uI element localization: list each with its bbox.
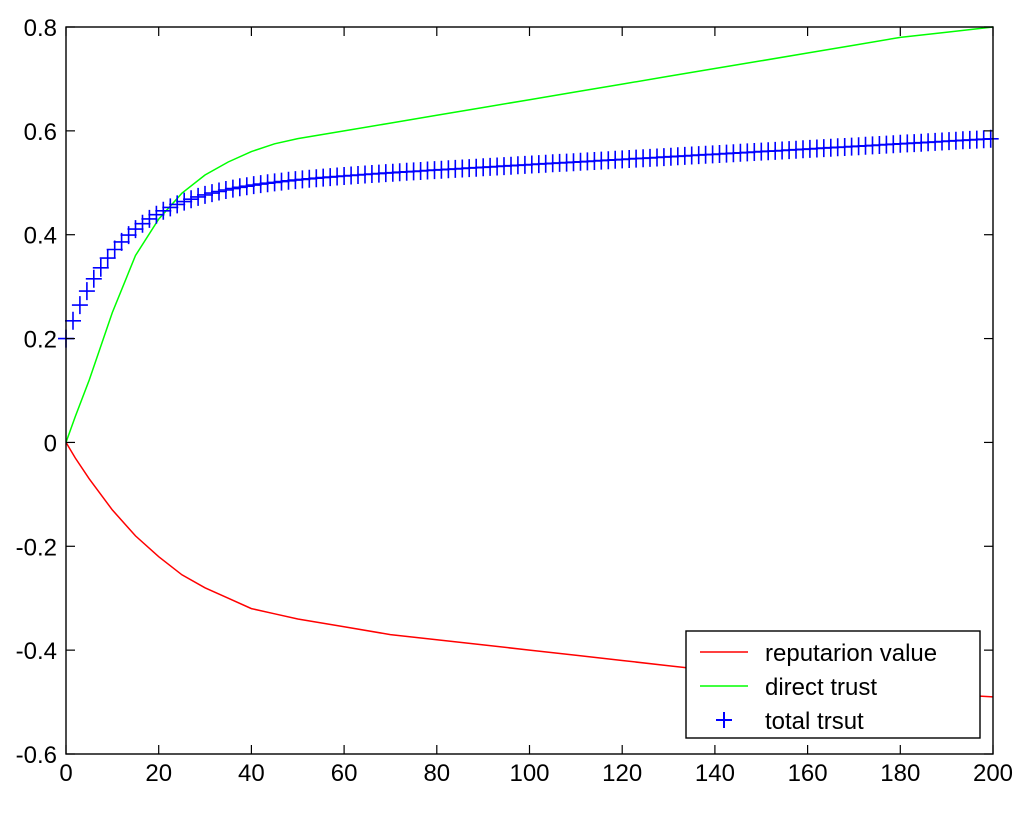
data-point bbox=[92, 258, 109, 277]
data-point bbox=[134, 214, 151, 233]
data-point bbox=[231, 178, 248, 197]
series-layer bbox=[58, 26, 999, 698]
x-tick-label: 160 bbox=[788, 760, 828, 787]
tick-layer: 0 20 40 60 80 100 120 140 160 180 200 -0.6 -0.4 -0.2 0… bbox=[16, 15, 1013, 787]
data-point bbox=[217, 181, 234, 199]
data-point bbox=[85, 269, 102, 288]
legend-label-direct-trust: direct trust bbox=[765, 674, 877, 701]
x-tick-label: 120 bbox=[602, 760, 642, 787]
data-point bbox=[252, 175, 269, 194]
legend: reputarion value direct trust total trsu… bbox=[685, 630, 981, 739]
y-tick-label: 0.6 bbox=[24, 119, 57, 146]
legend-marker-total-trust bbox=[716, 712, 732, 728]
data-point bbox=[71, 296, 88, 315]
legend-box bbox=[685, 630, 981, 739]
data-point bbox=[982, 129, 999, 148]
data-point bbox=[65, 311, 81, 330]
data-point bbox=[106, 240, 123, 259]
x-tick-label: 20 bbox=[145, 760, 172, 787]
data-point bbox=[204, 184, 220, 203]
x-tick-label: 100 bbox=[509, 760, 549, 787]
x-tick-label: 180 bbox=[880, 760, 920, 787]
legend-label-total-trust: total trsut bbox=[765, 708, 864, 735]
y-tick-label: 0.4 bbox=[24, 223, 57, 250]
data-point bbox=[99, 249, 116, 268]
y-tick-label: 0.2 bbox=[24, 327, 57, 354]
x-tick-label: 140 bbox=[695, 760, 735, 787]
legend-label-reputation: reputarion value bbox=[765, 640, 937, 667]
data-point bbox=[211, 182, 227, 201]
series-markers-total-trust bbox=[58, 129, 999, 348]
data-point bbox=[141, 209, 158, 228]
y-tick-label: 0 bbox=[44, 430, 57, 457]
data-point bbox=[176, 192, 193, 211]
data-point bbox=[148, 205, 165, 224]
y-tick-label: -0.4 bbox=[16, 638, 57, 665]
data-point bbox=[197, 185, 213, 204]
y-tick-label: 0.8 bbox=[24, 15, 57, 42]
data-point bbox=[78, 282, 95, 301]
data-point bbox=[238, 177, 255, 196]
y-tick-label: -0.2 bbox=[16, 534, 57, 561]
x-tick-label: 0 bbox=[59, 760, 72, 787]
series-line-direct-trust bbox=[65, 26, 994, 443]
x-tick-label: 80 bbox=[423, 760, 450, 787]
x-tick-label: 60 bbox=[331, 760, 358, 787]
x-tick-label: 40 bbox=[238, 760, 265, 787]
data-point bbox=[183, 190, 200, 209]
y-tick-label: -0.6 bbox=[16, 742, 57, 769]
data-point bbox=[224, 179, 241, 198]
x-tick-label: 200 bbox=[973, 760, 1013, 787]
data-point bbox=[245, 176, 262, 195]
data-point bbox=[155, 201, 172, 220]
data-point bbox=[190, 187, 207, 206]
data-point bbox=[162, 198, 179, 217]
data-point bbox=[169, 195, 186, 214]
